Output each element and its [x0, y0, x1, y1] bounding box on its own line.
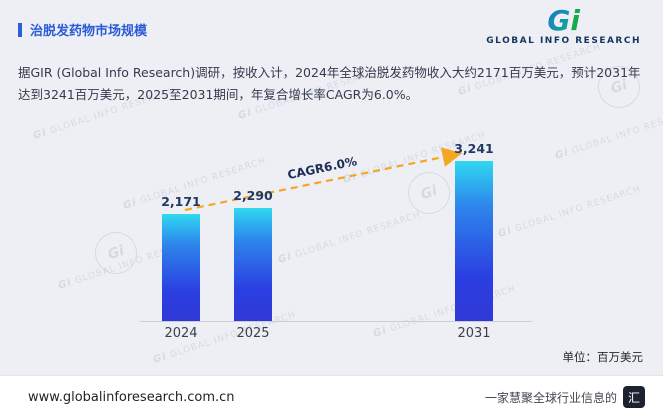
cagr-annotation: CAGR6.0%: [286, 154, 358, 182]
page-header: 治脱发药物市场规模: [18, 20, 147, 39]
watermark-text: GiGLOBAL INFO RESEARCH: [553, 106, 663, 162]
cagr-trend-arrow: CAGR6.0%: [184, 147, 463, 212]
category-label: 2025: [236, 326, 270, 341]
bar-value-label: 3,241: [454, 141, 494, 156]
intro-paragraph: 据GIR (Global Info Research)调研，按收入计，2024年…: [18, 65, 641, 102]
footer-brand-icon: 汇: [623, 386, 645, 408]
x-axis-line: [140, 321, 532, 322]
category-label: 2024: [164, 326, 198, 341]
footer-tagline: 一家慧聚全球行业信息的: [484, 390, 617, 405]
bar-2024: [162, 214, 200, 321]
bar-value-label: 2,290: [233, 188, 273, 203]
category-label: 2031: [457, 326, 491, 341]
footer-bar: www.globalinforesearch.com.cn 一家慧聚全球行业信息…: [0, 375, 663, 418]
bar-chart: CAGR6.0% 2,171 2024 2,290 2025 3,241 2031: [140, 128, 560, 341]
gir-logo-text: GLOBAL INFO RESEARCH: [486, 36, 641, 46]
page-title: 治脱发药物市场规模: [30, 24, 148, 39]
gir-logo-icon: Gi: [547, 4, 580, 37]
footer-tagline-wrap: 一家慧聚全球行业信息的 汇: [485, 386, 645, 408]
unit-note: 单位：百万美元: [562, 350, 644, 364]
watermark-logo-icon: Gi: [89, 226, 143, 280]
title-accent-bar: [18, 22, 22, 37]
website-url[interactable]: www.globalinforesearch.com.cn: [28, 389, 235, 405]
bar-2025: [234, 208, 272, 321]
bar-value-label: 2,171: [161, 194, 201, 209]
bar-2031: [455, 161, 493, 321]
gir-logo: Gi GLOBAL INFO RESEARCH: [486, 4, 641, 47]
